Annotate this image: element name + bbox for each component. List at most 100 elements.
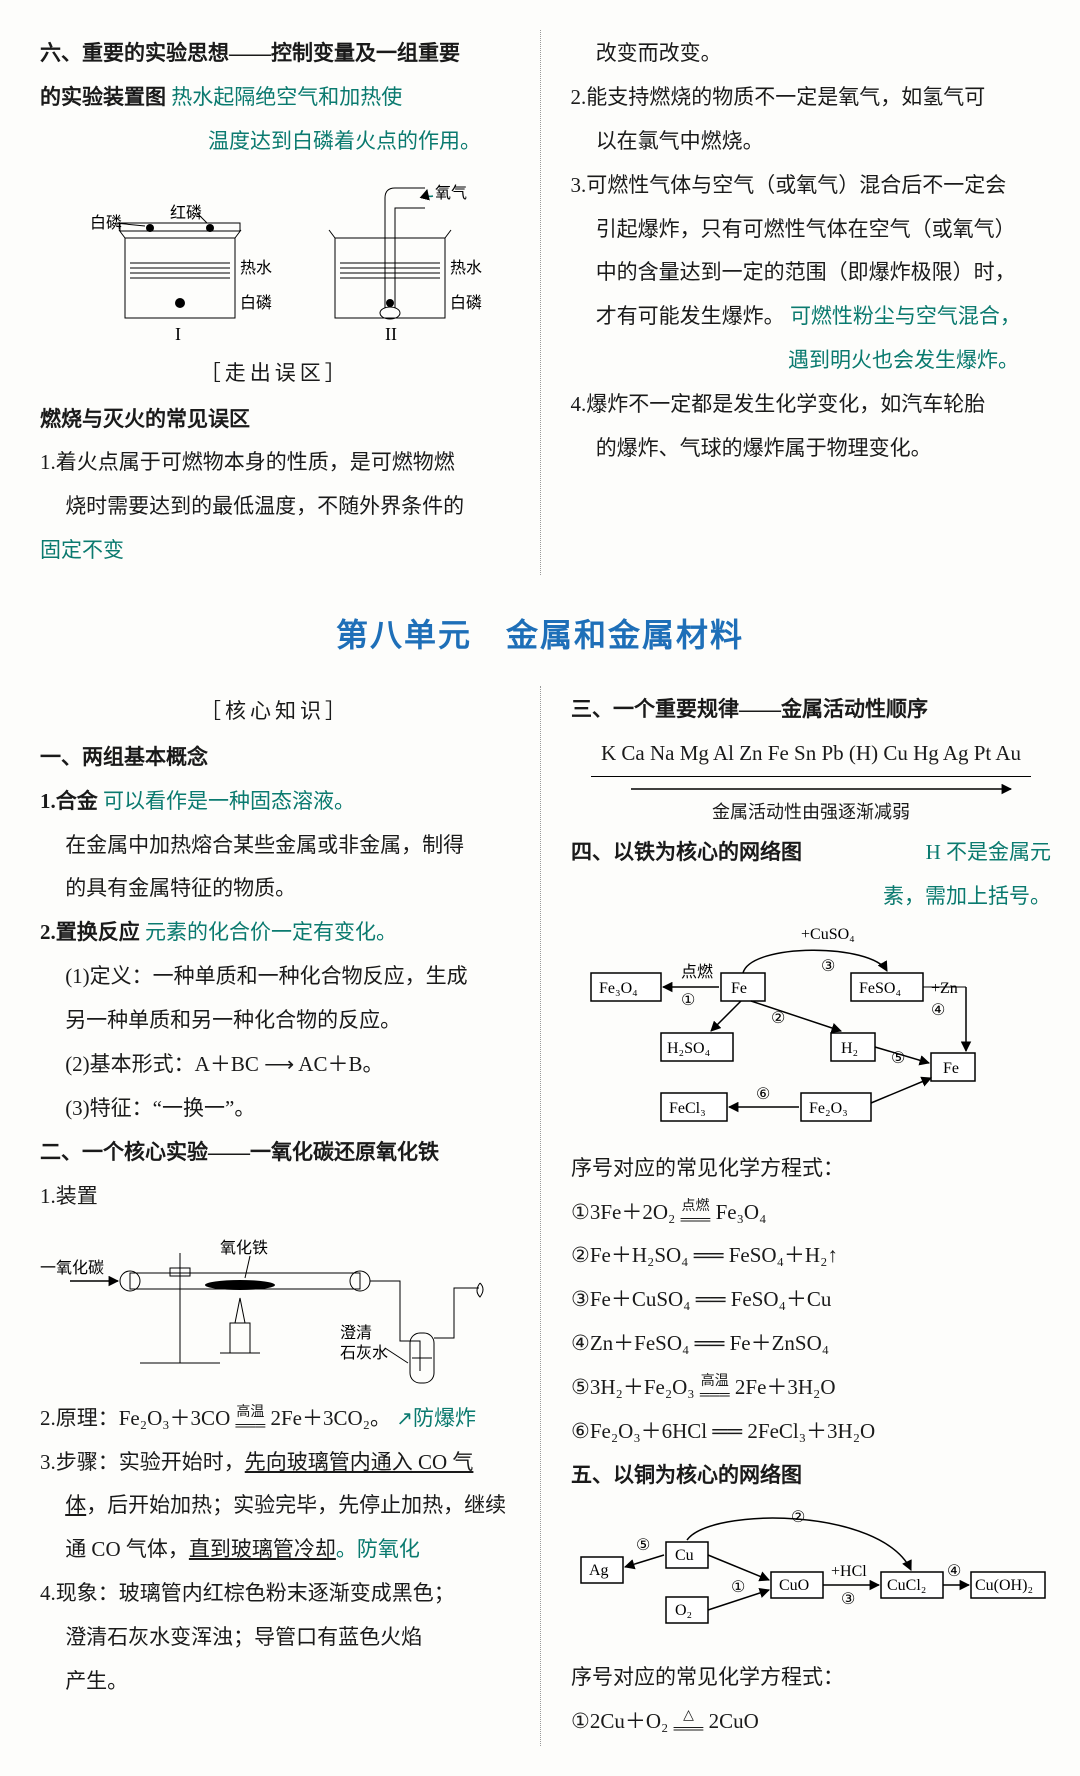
series-sub: 金属活动性由强逐渐减弱 — [571, 795, 1051, 829]
svg-text:H₂: H₂ — [841, 1040, 858, 1057]
note4a: H 不是金属元 — [926, 833, 1051, 873]
svg-text:氧化铁: 氧化铁 — [220, 1239, 268, 1257]
r2b: 以在氯气中燃烧。 — [571, 122, 1041, 162]
eq5: ⑤3H₂＋Fe₂O₃ 高温═══ 2Fe＋3H₂O — [571, 1368, 1051, 1408]
svg-text:FeCl₃: FeCl₃ — [669, 1100, 706, 1117]
eq1: ①3Fe＋2O₂ 点燃═══ Fe₃O₄ — [571, 1193, 1051, 1233]
svg-text:Cu(OH)₂: Cu(OH)₂ — [975, 1577, 1033, 1594]
eqc1a: ①2Cu＋O₂ — [571, 1709, 668, 1733]
bl-p1-note: 可以看作是一种固态溶液。 — [103, 789, 355, 813]
bl-p2b: (2)基本形式：A＋BC ⟶ AC＋B。 — [40, 1045, 510, 1085]
svg-text:热水: 热水 — [450, 259, 482, 277]
note-hotwater1: 热水起隔绝空气和加热使 — [171, 85, 402, 109]
core-subtitle: ［核心知识］ — [40, 692, 510, 732]
r0: 改变而改变。 — [571, 34, 1041, 74]
r4b: 的爆炸、气球的爆炸属于物理变化。 — [571, 429, 1041, 469]
eq5a: ⑤3H₂＋Fe₂O₃ — [571, 1375, 695, 1399]
svg-text:⑤: ⑤ — [891, 1050, 905, 1067]
top-section: 六、重要的实验思想——控制变量及一组重要 的实验装置图 热水起隔绝空气和加热使 … — [40, 30, 1040, 575]
svg-text:白磷: 白磷 — [450, 294, 482, 312]
bl-h1: 一、两组基本概念 — [40, 738, 510, 778]
bl-exp3-line1: 3.步骤：实验开始时，先向玻璃管内通入 CO 气 — [40, 1443, 510, 1483]
br-h5: 五、以铜为核心的网络图 — [571, 1456, 1051, 1496]
bottom-right-col: 三、一个重要规律——金属活动性顺序 K Ca Na Mg Al Zn Fe Sn… — [571, 686, 1051, 1746]
exp3u1: 先向玻璃管内通入 CO 气 — [245, 1450, 474, 1474]
svg-text:Fe₂O₃: Fe₂O₃ — [809, 1100, 848, 1117]
eq-head: 序号对应的常见化学方程式： — [571, 1149, 1051, 1189]
eq5b: 2Fe＋3H₂O — [735, 1375, 836, 1399]
top-left-col: 六、重要的实验思想——控制变量及一组重要 的实验装置图 热水起隔绝空气和加热使 … — [40, 30, 510, 575]
note3a: 可燃性粉尘与空气混合， — [790, 304, 1021, 328]
note3b: 遇到明火也会发生爆炸。 — [571, 341, 1041, 381]
svg-text:Fe: Fe — [731, 980, 747, 997]
svg-text:I: I — [175, 324, 181, 344]
eq3: ③Fe＋CuSO₄ ══ FeSO₄＋Cu — [571, 1280, 1051, 1320]
exp4b: 澄清石灰水变浑浊；导管口有蓝色火焰 — [40, 1618, 510, 1658]
bl-exp1: 1.装置 — [40, 1177, 510, 1217]
svg-text:+Zn: +Zn — [931, 980, 958, 997]
sec6-heading2: 的实验装置图 — [40, 85, 166, 109]
svg-text:Fe₃O₄: Fe₃O₄ — [599, 980, 638, 997]
svg-text:热水: 热水 — [240, 259, 272, 277]
eq1a: ①3Fe＋2O₂ — [571, 1200, 675, 1224]
mis-p1b: 烧时需要达到的最低温度，不随外界条件的 — [40, 487, 510, 527]
eq4: ④Zn＋FeSO₄ ══ Fe＋ZnSO₄ — [571, 1324, 1051, 1364]
svg-text:②: ② — [791, 1509, 805, 1526]
bl-p1c: 的具有金属特征的物质。 — [40, 869, 510, 909]
eq6: ⑥Fe₂O₃＋6HCl ══ 2FeCl₃＋3H₂O — [571, 1412, 1051, 1452]
activity-series: K Ca Na Mg Al Zn Fe Sn Pb (H) Cu Hg Ag P… — [591, 734, 1031, 777]
exp4c: 产生。 — [40, 1662, 510, 1702]
exp2b: 2Fe＋3CO₂。 — [271, 1406, 392, 1430]
sec6-heading-line2: 的实验装置图 热水起隔绝空气和加热使 — [40, 78, 510, 118]
note4b: 素，需加上括号。 — [571, 877, 1051, 917]
svg-text:④: ④ — [947, 1563, 961, 1580]
column-divider — [540, 30, 541, 575]
bl-exp3-line2: 体，后开始加热；实验完毕，先停止加热，继续 — [40, 1486, 510, 1526]
sec6-heading: 六、重要的实验思想——控制变量及一组重要 — [40, 34, 510, 74]
bl-p1b: 在金属中加热熔合某些金属或非金属，制得 — [40, 826, 510, 866]
bottom-section: ［核心知识］ 一、两组基本概念 1.合金 可以看作是一种固态溶液。 在金属中加热… — [40, 686, 1040, 1746]
top-right-col: 改变而改变。 2.能支持燃烧的物质不一定是氧气，如氢气可 以在氯气中燃烧。 3.… — [571, 30, 1041, 575]
eq2: ②Fe＋H₂SO₄ ══ FeSO₄＋H₂↑ — [571, 1236, 1051, 1276]
eqc1b: 2CuO — [709, 1709, 759, 1733]
br-h3: 三、一个重要规律——金属活动性顺序 — [571, 690, 1051, 730]
exp3a: 3.步骤：实验开始时， — [40, 1450, 245, 1474]
svg-text:H₂SO₄: H₂SO₄ — [667, 1040, 711, 1057]
exp3c: 通 CO 气体， — [65, 1537, 189, 1561]
eqc1c: △ — [683, 1708, 694, 1723]
bl-p2a: (1)定义：一种单质和一种化合物反应，生成 — [40, 957, 510, 997]
br-h4: 四、以铁为核心的网络图 — [571, 833, 802, 873]
svg-text:点燃: 点燃 — [681, 963, 713, 981]
bl-p2a2: 另一种单质和另一种化合物的反应。 — [40, 1001, 510, 1041]
svg-text:+CuSO₄: +CuSO₄ — [801, 926, 855, 943]
beaker-diagram: 白磷 红磷 热水 白磷 I 氧气 热水 白磷 II — [55, 168, 495, 348]
svg-text:澄清: 澄清 — [340, 1324, 372, 1342]
eq-head2: 序号对应的常见化学方程式： — [571, 1658, 1051, 1698]
r2a: 2.能支持燃烧的物质不一定是氧气，如氢气可 — [571, 78, 1041, 118]
exp2a: 2.原理：Fe₂O₃＋3CO — [40, 1406, 230, 1430]
r4a: 4.爆炸不一定都是发生化学变化，如汽车轮胎 — [571, 385, 1041, 425]
svg-text:氧气: 氧气 — [435, 184, 467, 202]
svg-text:⑥: ⑥ — [756, 1086, 770, 1103]
exp2note: 防爆炸 — [413, 1406, 476, 1430]
column-divider-2 — [540, 686, 541, 1746]
bl-p2-note: 元素的化合价一定有变化。 — [145, 920, 397, 944]
exp3note: 。防氧化 — [336, 1537, 420, 1561]
svg-text:FeSO₄: FeSO₄ — [859, 980, 901, 997]
mistake-head: 燃烧与灭火的常见误区 — [40, 400, 510, 440]
r3b: 引起爆炸，只有可燃性气体在空气（或氧气） — [571, 210, 1041, 250]
svg-text:II: II — [385, 324, 397, 344]
r3a: 3.可燃性气体与空气（或氧气）混合后不一定会 — [571, 166, 1041, 206]
note-hotwater2: 温度达到白磷着火点的作用。 — [40, 122, 510, 162]
cu-network-diagram: Ag Cu O₂ CuO CuCl₂ Cu(OH)₂ ⑤ ① ② +HCl ③ … — [571, 1502, 1051, 1652]
eqc1: ①2Cu＋O₂ △═══ 2CuO — [571, 1702, 1051, 1742]
svg-text:石灰水: 石灰水 — [340, 1344, 388, 1362]
eq1c: 点燃 — [681, 1199, 709, 1214]
r3c: 中的含量达到一定的范围（即爆炸极限）时， — [571, 253, 1041, 293]
svg-text:O₂: O₂ — [675, 1602, 692, 1619]
svg-text:Ag: Ag — [589, 1562, 609, 1579]
svg-text:Cu: Cu — [675, 1547, 694, 1564]
r3-line4: 才有可能发生爆炸。 可燃性粉尘与空气混合， — [571, 297, 1041, 337]
exp3u3: 直到玻璃管冷却 — [189, 1537, 336, 1561]
svg-text:Fe: Fe — [943, 1060, 959, 1077]
